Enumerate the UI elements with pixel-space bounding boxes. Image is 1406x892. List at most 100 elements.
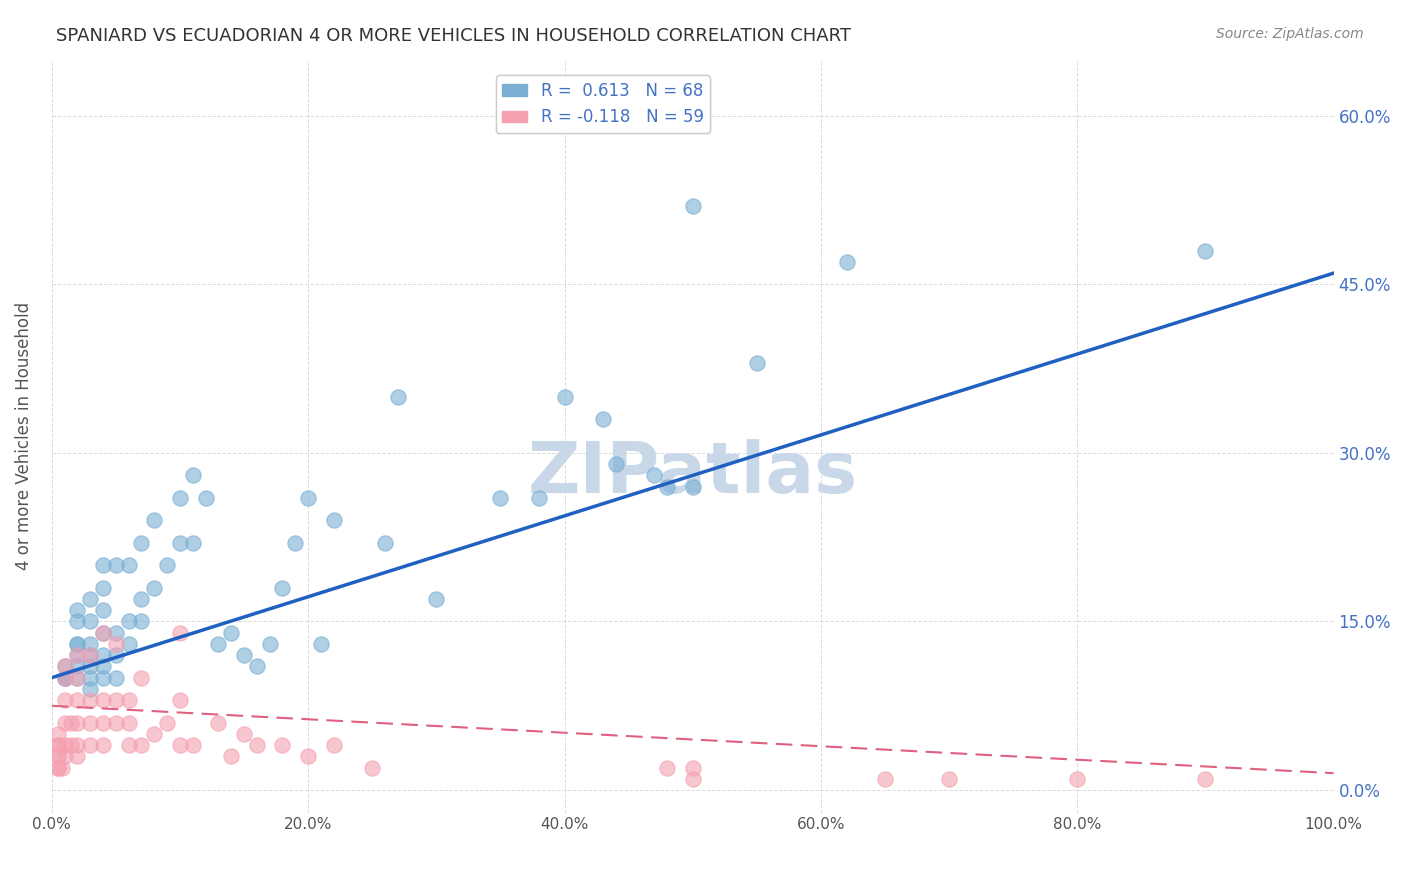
- Point: [655, 480, 678, 494]
- Point: [79, 671, 101, 685]
- Point: [143, 581, 166, 595]
- Point: [79, 693, 101, 707]
- Point: [104, 671, 127, 685]
- Point: [104, 693, 127, 707]
- Point: [104, 648, 127, 663]
- Point: [271, 738, 294, 752]
- Point: [79, 715, 101, 730]
- Point: [156, 558, 179, 573]
- Point: [207, 637, 229, 651]
- Point: [246, 659, 269, 673]
- Point: [169, 738, 191, 752]
- Point: [322, 513, 344, 527]
- Point: [169, 625, 191, 640]
- Point: [91, 715, 114, 730]
- Point: [169, 693, 191, 707]
- Point: [53, 659, 76, 673]
- Point: [79, 615, 101, 629]
- Point: [91, 581, 114, 595]
- Point: [207, 715, 229, 730]
- Point: [938, 772, 960, 786]
- Point: [361, 761, 384, 775]
- Point: [527, 491, 550, 505]
- Point: [66, 603, 89, 617]
- Point: [104, 625, 127, 640]
- Point: [118, 715, 141, 730]
- Point: [66, 715, 89, 730]
- Point: [181, 468, 204, 483]
- Point: [46, 761, 69, 775]
- Point: [643, 468, 665, 483]
- Point: [53, 715, 76, 730]
- Point: [66, 637, 89, 651]
- Point: [181, 738, 204, 752]
- Point: [51, 761, 73, 775]
- Legend: R =  0.613   N = 68, R = -0.118   N = 59: R = 0.613 N = 68, R = -0.118 N = 59: [496, 76, 710, 133]
- Point: [46, 749, 69, 764]
- Point: [46, 727, 69, 741]
- Point: [46, 738, 69, 752]
- Point: [489, 491, 512, 505]
- Point: [194, 491, 217, 505]
- Point: [745, 356, 768, 370]
- Text: Source: ZipAtlas.com: Source: ZipAtlas.com: [1216, 27, 1364, 41]
- Point: [309, 637, 332, 651]
- Point: [233, 648, 256, 663]
- Point: [169, 536, 191, 550]
- Point: [284, 536, 307, 550]
- Point: [425, 592, 447, 607]
- Point: [143, 727, 166, 741]
- Point: [79, 648, 101, 663]
- Point: [104, 558, 127, 573]
- Point: [79, 738, 101, 752]
- Point: [53, 671, 76, 685]
- Text: SPANIARD VS ECUADORIAN 4 OR MORE VEHICLES IN HOUSEHOLD CORRELATION CHART: SPANIARD VS ECUADORIAN 4 OR MORE VEHICLE…: [56, 27, 851, 45]
- Point: [387, 390, 409, 404]
- Point: [66, 671, 89, 685]
- Point: [118, 615, 141, 629]
- Point: [246, 738, 269, 752]
- Point: [605, 457, 627, 471]
- Point: [66, 648, 89, 663]
- Point: [79, 659, 101, 673]
- Point: [66, 615, 89, 629]
- Point: [873, 772, 896, 786]
- Point: [374, 536, 396, 550]
- Point: [104, 637, 127, 651]
- Point: [66, 693, 89, 707]
- Point: [66, 659, 89, 673]
- Point: [156, 715, 179, 730]
- Point: [682, 761, 704, 775]
- Point: [181, 536, 204, 550]
- Point: [271, 581, 294, 595]
- Point: [118, 558, 141, 573]
- Point: [53, 749, 76, 764]
- Point: [143, 513, 166, 527]
- Point: [79, 648, 101, 663]
- Point: [118, 637, 141, 651]
- Point: [297, 749, 319, 764]
- Point: [131, 738, 153, 752]
- Point: [91, 603, 114, 617]
- Point: [91, 693, 114, 707]
- Point: [53, 671, 76, 685]
- Point: [79, 637, 101, 651]
- Point: [169, 491, 191, 505]
- Point: [53, 693, 76, 707]
- Point: [259, 637, 281, 651]
- Point: [53, 671, 76, 685]
- Point: [59, 715, 82, 730]
- Point: [59, 738, 82, 752]
- Point: [79, 681, 101, 696]
- Point: [53, 659, 76, 673]
- Point: [46, 749, 69, 764]
- Point: [91, 671, 114, 685]
- Point: [91, 625, 114, 640]
- Point: [104, 715, 127, 730]
- Point: [1194, 772, 1216, 786]
- Point: [682, 199, 704, 213]
- Point: [131, 592, 153, 607]
- Point: [91, 738, 114, 752]
- Point: [66, 738, 89, 752]
- Text: ZIPatlas: ZIPatlas: [527, 439, 858, 508]
